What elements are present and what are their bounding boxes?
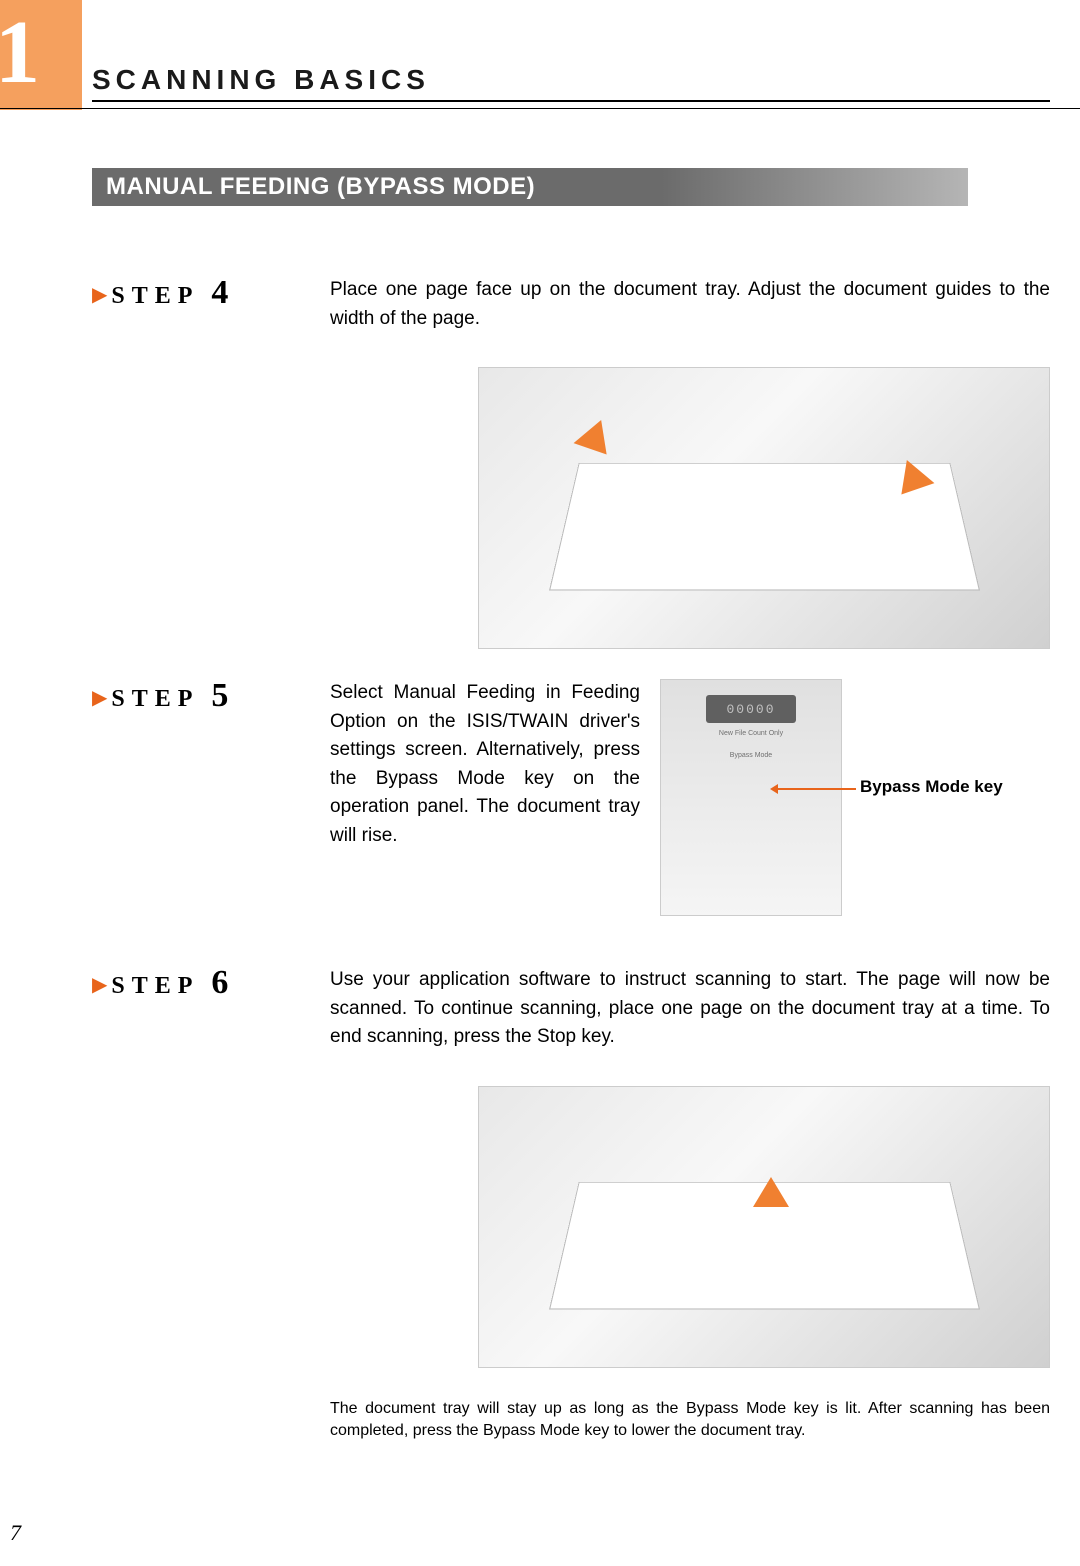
step-6-figure (478, 1086, 1050, 1368)
step-6-row: ▶ STEP 6 Use your application software t… (92, 966, 1050, 1052)
step-5-label: ▶ STEP 5 (92, 679, 330, 713)
step-word: STEP (111, 283, 199, 310)
page-number: 7 (10, 1520, 21, 1546)
arrow-icon (574, 420, 621, 466)
triangle-icon: ▶ (92, 285, 107, 305)
step-5-figure-wrap: 00000 New File Count Only Bypass Mode By… (660, 679, 1050, 916)
step-4-figure-row (92, 357, 1050, 649)
arrow-icon (753, 1177, 789, 1207)
triangle-icon: ▶ (92, 975, 107, 995)
bypass-mode-label: Bypass Mode (730, 752, 772, 759)
triangle-icon: ▶ (92, 688, 107, 708)
step-4-text: Place one page face up on the document t… (330, 276, 1050, 333)
footnote-text: The document tray will stay up as long a… (330, 1398, 1050, 1443)
section-title: MANUAL FEEDING (BYPASS MODE) (106, 173, 535, 201)
step-5-figure: 00000 New File Count Only Bypass Mode (660, 679, 842, 916)
title-underline (92, 100, 1050, 102)
step-5-row: ▶ STEP 5 Select Manual Feeding in Feedin… (92, 679, 1050, 916)
chapter-box: 1 (0, 0, 82, 110)
section-heading-bar: MANUAL FEEDING (BYPASS MODE) (92, 168, 968, 206)
step-4-label: ▶ STEP 4 (92, 276, 330, 310)
step-4-figure (478, 367, 1050, 649)
page-header: 1 SCANNING BASICS (0, 0, 1080, 110)
callout-arrow-icon (776, 788, 856, 790)
step-number: 6 (211, 966, 228, 1000)
step-6-figure-row (92, 1076, 1050, 1368)
step-number: 5 (211, 679, 228, 713)
step-6-label: ▶ STEP 6 (92, 966, 330, 1000)
step-4-row: ▶ STEP 4 Place one page face up on the d… (92, 276, 1050, 333)
step-number: 4 (211, 276, 228, 310)
chapter-title: SCANNING BASICS (92, 64, 430, 96)
manual-page: 1 SCANNING BASICS MANUAL FEEDING (BYPASS… (0, 0, 1080, 1566)
step-word: STEP (111, 686, 199, 713)
bypass-mode-callout: Bypass Mode key (860, 777, 1003, 797)
chapter-number: 1 (0, 8, 40, 98)
header-rule (0, 108, 1080, 109)
panel-top-labels: New File Count Only (719, 730, 783, 737)
step-word: STEP (111, 973, 199, 1000)
counter-display: 00000 (706, 695, 796, 723)
content-area: ▶ STEP 4 Place one page face up on the d… (92, 206, 1050, 1442)
step-5-text: Select Manual Feeding in Feeding Option … (330, 679, 640, 850)
step-6-text: Use your application software to instruc… (330, 966, 1050, 1052)
